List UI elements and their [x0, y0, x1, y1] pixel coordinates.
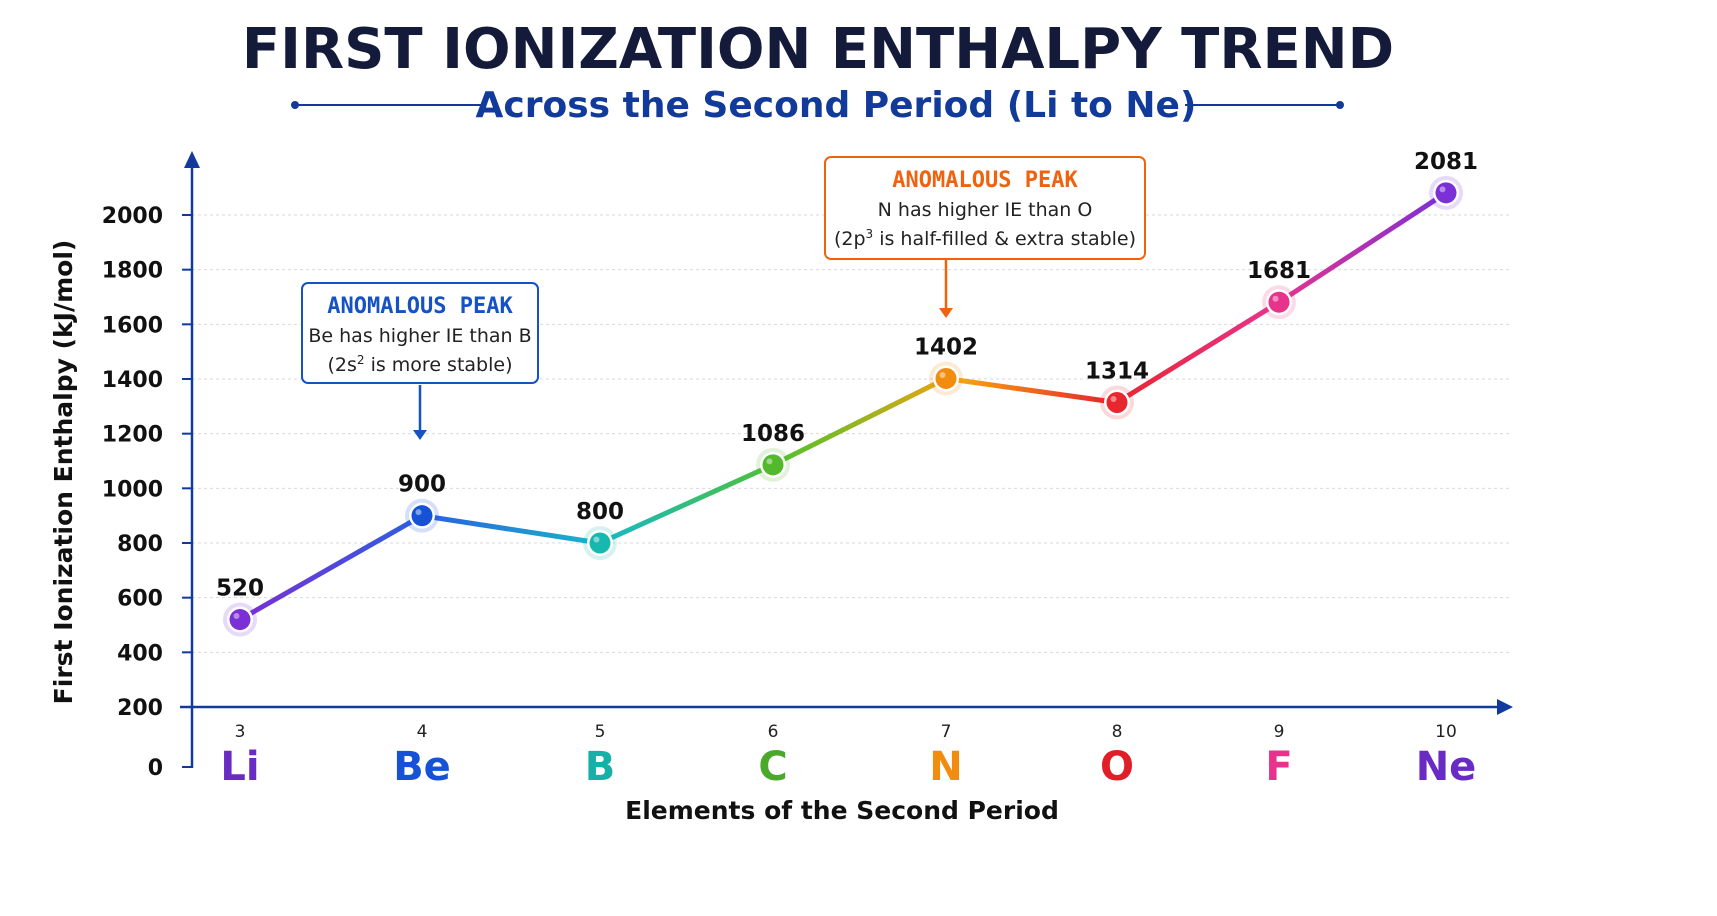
- data-point-c: [756, 447, 790, 482]
- element-symbol-b: B: [585, 744, 616, 790]
- y-axis-label: First Ionization Enthalpy (kJ/mol): [49, 240, 78, 705]
- annotation-line1: Be has higher IE than B: [308, 325, 531, 347]
- data-point-ne: [1429, 175, 1463, 210]
- data-point-o: [1100, 385, 1134, 420]
- data-point-be: [405, 498, 439, 533]
- data-label: 800: [576, 499, 624, 525]
- data-label: 900: [398, 472, 446, 498]
- annotation-arrowhead: [413, 430, 427, 440]
- annotation-line2: (2p3 is half-filled & extra stable): [834, 227, 1136, 250]
- annotation-title: ANOMALOUS PEAK: [327, 294, 513, 319]
- atomic-number-label: 10: [1435, 722, 1457, 742]
- subtitle-decoration: [291, 101, 1344, 109]
- y-tick-label: 1200: [102, 423, 163, 448]
- element-symbol-n: N: [929, 744, 962, 790]
- y-tick-label: 200: [117, 696, 163, 721]
- y-tick-label: 600: [117, 587, 163, 612]
- series-line: 520 900 800 1086 1402 1314 1681 2081: [216, 149, 1478, 637]
- annotation-title: ANOMALOUS PEAK: [892, 168, 1078, 193]
- data-label: 1314: [1085, 359, 1149, 385]
- y-tick-label: 800: [117, 532, 163, 557]
- data-label: 2081: [1414, 149, 1478, 175]
- y-axis-ticks: 0 200 400 600 800 1000 1200 1400 1600 1800 2000: [102, 204, 192, 781]
- data-point-b: [583, 526, 617, 560]
- data-label: 1086: [741, 421, 805, 447]
- y-tick-label: 400: [117, 641, 163, 666]
- atomic-number-label: 4: [417, 722, 428, 742]
- annotations: ANOMALOUS PEAK Be has higher IE than B (2s…: [301, 156, 1146, 440]
- data-label: 520: [216, 576, 264, 602]
- annotation-be: ANOMALOUS PEAK Be has higher IE than B (2s…: [301, 282, 539, 440]
- y-tick-label: 1400: [102, 368, 163, 393]
- annotation-arrowhead: [939, 308, 953, 318]
- element-symbol-o: O: [1100, 744, 1134, 790]
- element-symbol-c: C: [758, 744, 787, 790]
- atomic-number-label: 8: [1112, 722, 1123, 742]
- atomic-number-label: 9: [1274, 722, 1285, 742]
- y-tick-label: 1800: [102, 259, 163, 284]
- grid-lines: [192, 214, 1510, 653]
- element-symbol-ne: Ne: [1416, 744, 1477, 790]
- annotation-box: [301, 282, 539, 384]
- data-point-n: [929, 361, 963, 396]
- y-tick-label: 0: [148, 756, 163, 781]
- x-axis-label: Elements of the Second Period: [625, 796, 1059, 825]
- chart-title: FIRST IONIZATION ENTHALPY TREND: [242, 17, 1394, 82]
- data-label: 1402: [914, 334, 978, 360]
- y-tick-label: 2000: [102, 204, 163, 229]
- data-point-li: [223, 602, 257, 637]
- annotation-line2: (2s2 is more stable): [328, 353, 513, 376]
- annotation-line1: N has higher IE than O: [878, 199, 1093, 221]
- data-label: 1681: [1247, 258, 1311, 284]
- x-axis: [180, 699, 1513, 715]
- annotation-box: [824, 156, 1146, 260]
- atomic-number-label: 6: [768, 722, 779, 742]
- data-point-f: [1262, 285, 1296, 320]
- chart-subtitle: Across the Second Period (Li to Ne): [476, 85, 1197, 126]
- series-polyline: [237, 190, 1449, 622]
- annotation-n: ANOMALOUS PEAK N has higher IE than O (2p3…: [824, 156, 1146, 318]
- y-tick-label: 1000: [102, 477, 163, 502]
- atomic-number-label: 7: [941, 722, 952, 742]
- atomic-number-label: 5: [595, 722, 606, 742]
- element-symbol-be: Be: [393, 744, 451, 790]
- y-tick-label: 1600: [102, 313, 163, 338]
- y-axis: [184, 151, 200, 768]
- atomic-number-label: 3: [235, 722, 246, 742]
- element-symbol-f: F: [1265, 744, 1292, 790]
- element-symbol-li: Li: [220, 744, 259, 790]
